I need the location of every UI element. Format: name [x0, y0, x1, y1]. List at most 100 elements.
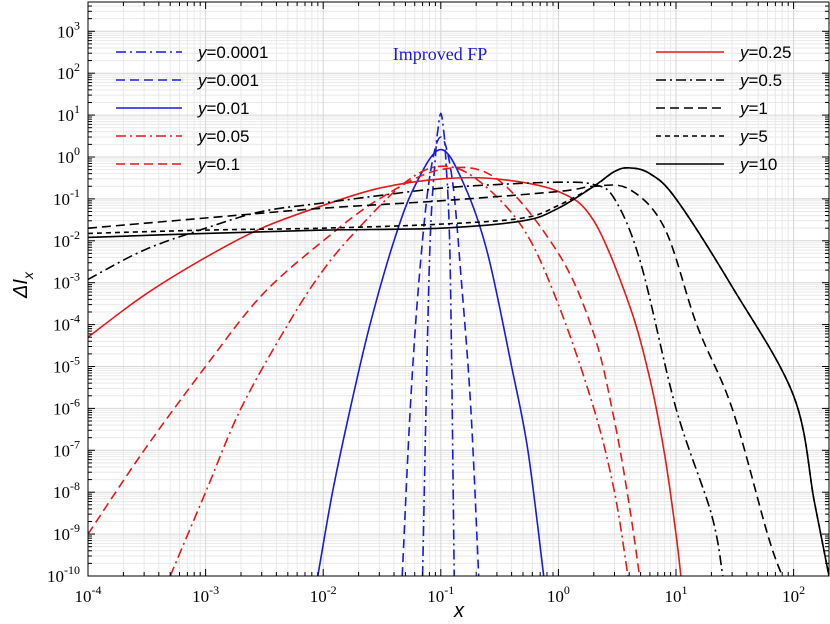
legend-var: y	[197, 71, 208, 90]
y-tick-label-base: 10	[57, 148, 74, 167]
grid-minor	[88, 1, 830, 576]
legend-value: =0.5	[749, 71, 783, 90]
legend-value: =0.05	[207, 127, 250, 146]
y-tick-label-base: 10	[57, 106, 74, 125]
legend-entry: y=0.05	[197, 127, 250, 146]
legend-entry: y=1	[739, 99, 768, 118]
y-tick-label: 10-6	[53, 395, 80, 418]
annotation-improved-fp: Improved FP	[393, 44, 488, 64]
series-line-y-0-25	[88, 176, 682, 576]
y-tick-label-exp: 3	[74, 18, 80, 32]
y-tick-label-exp: 2	[74, 60, 80, 74]
x-tick-label-base: 10	[310, 587, 327, 606]
y-tick-label-base: 10	[47, 567, 64, 586]
legend-entry: y=0.0001	[197, 43, 268, 62]
x-tick-label-exp: -1	[444, 583, 454, 597]
legend-value: =0.1	[207, 155, 241, 174]
series-line-y-5	[88, 166, 829, 576]
x-tick-label-base: 10	[427, 587, 444, 606]
y-tick-label: 100	[57, 144, 80, 167]
y-tick-label: 10-8	[53, 479, 80, 502]
legend-entry: y=0.001	[197, 71, 259, 90]
y-axis-label: ΔIx	[10, 271, 36, 299]
y-axis-label-main: ΔI	[10, 279, 32, 299]
series-line-y-10	[88, 166, 829, 576]
legend-var: y	[739, 71, 750, 90]
x-tick-label-base: 10	[782, 587, 799, 606]
y-tick-label-base: 10	[53, 232, 70, 251]
x-tick-label-base: 10	[547, 587, 564, 606]
y-tick-label-exp: 0	[74, 144, 80, 158]
y-tick-label-base: 10	[57, 64, 74, 83]
y-tick-label: 101	[57, 102, 80, 125]
y-tick-label-exp: -7	[70, 437, 80, 451]
x-tick-label: 10-2	[310, 583, 337, 606]
legend-var: y	[197, 155, 208, 174]
y-tick-label: 102	[57, 60, 80, 83]
y-tick-label-base: 10	[53, 357, 70, 376]
y-tick-label: 10-3	[53, 270, 80, 293]
legend-entry: y=0.25	[739, 43, 792, 62]
y-tick-label-exp: -3	[70, 270, 80, 284]
legend-entry: y=5	[739, 127, 768, 146]
x-tick-label: 10-3	[192, 583, 219, 606]
y-tick-label-exp: -4	[70, 312, 80, 326]
x-tick-label-exp: 1	[681, 583, 687, 597]
series-layer	[88, 112, 829, 576]
x-tick-label: 101	[664, 583, 687, 606]
x-axis-label: x	[453, 600, 465, 622]
legend-entry: y=10	[739, 155, 777, 174]
series-line-y-1	[88, 184, 783, 576]
x-tick-labels: 10-4 10-3 10-2 10-1 100 101 102	[75, 583, 806, 606]
legend-var: y	[739, 43, 750, 62]
x-tick-label-base: 10	[664, 587, 681, 606]
series-line-y-0-1	[88, 166, 641, 576]
y-tick-label: 103	[57, 18, 80, 41]
y-tick-label-exp: -1	[70, 186, 80, 200]
y-tick-label-exp: -9	[70, 521, 80, 535]
axis-ticks	[87, 1, 830, 577]
legend-var: y	[197, 43, 208, 62]
legend-entry: y=0.1	[197, 155, 240, 174]
y-axis-label-sub: x	[20, 271, 36, 280]
y-tick-label-base: 10	[53, 441, 70, 460]
y-tick-label-exp: -6	[70, 395, 80, 409]
series-line-y-0-01	[317, 148, 545, 576]
legend-value: =5	[749, 127, 768, 146]
x-tick-label-base: 10	[192, 587, 209, 606]
x-tick-label-base: 10	[75, 587, 92, 606]
y-tick-label-base: 10	[53, 483, 70, 502]
y-tick-label-base: 10	[53, 274, 70, 293]
legend-entry: y=0.01	[197, 99, 250, 118]
legend-value: =0.001	[207, 71, 259, 90]
x-tick-label-exp: 2	[799, 583, 805, 597]
y-tick-label: 10-7	[53, 437, 80, 460]
legend-right: y=0.25y=0.5y=1y=5y=10	[656, 43, 792, 174]
y-tick-label-exp: -2	[70, 228, 80, 242]
legend-var: y	[739, 99, 750, 118]
legend-value: =0.0001	[207, 43, 269, 62]
x-tick-label: 10-4	[75, 583, 102, 606]
legend-value: =10	[749, 155, 778, 174]
legend-value: =0.25	[749, 43, 792, 62]
y-tick-label-base: 10	[53, 399, 70, 418]
x-tick-label: 102	[782, 583, 805, 606]
x-tick-label-exp: -3	[209, 583, 219, 597]
legend-var: y	[197, 99, 208, 118]
series-line-y-0-0001	[421, 112, 455, 576]
series-line-y-0-5	[88, 181, 724, 576]
x-tick-label-exp: -2	[327, 583, 337, 597]
y-tick-label: 10-2	[53, 228, 80, 251]
series-line-y-0-05	[169, 165, 629, 576]
legend-var: y	[197, 127, 208, 146]
x-tick-label: 10-1	[427, 583, 454, 606]
y-tick-label-exp: -8	[70, 479, 80, 493]
x-tick-label-exp: -4	[92, 583, 102, 597]
y-tick-labels: 10-1010-910-810-710-610-510-410-310-210-…	[47, 18, 80, 586]
y-tick-label: 10-10	[47, 563, 80, 586]
y-tick-label: 10-1	[53, 186, 80, 209]
y-tick-label-exp: -5	[70, 353, 80, 367]
y-tick-label: 10-4	[53, 312, 80, 335]
